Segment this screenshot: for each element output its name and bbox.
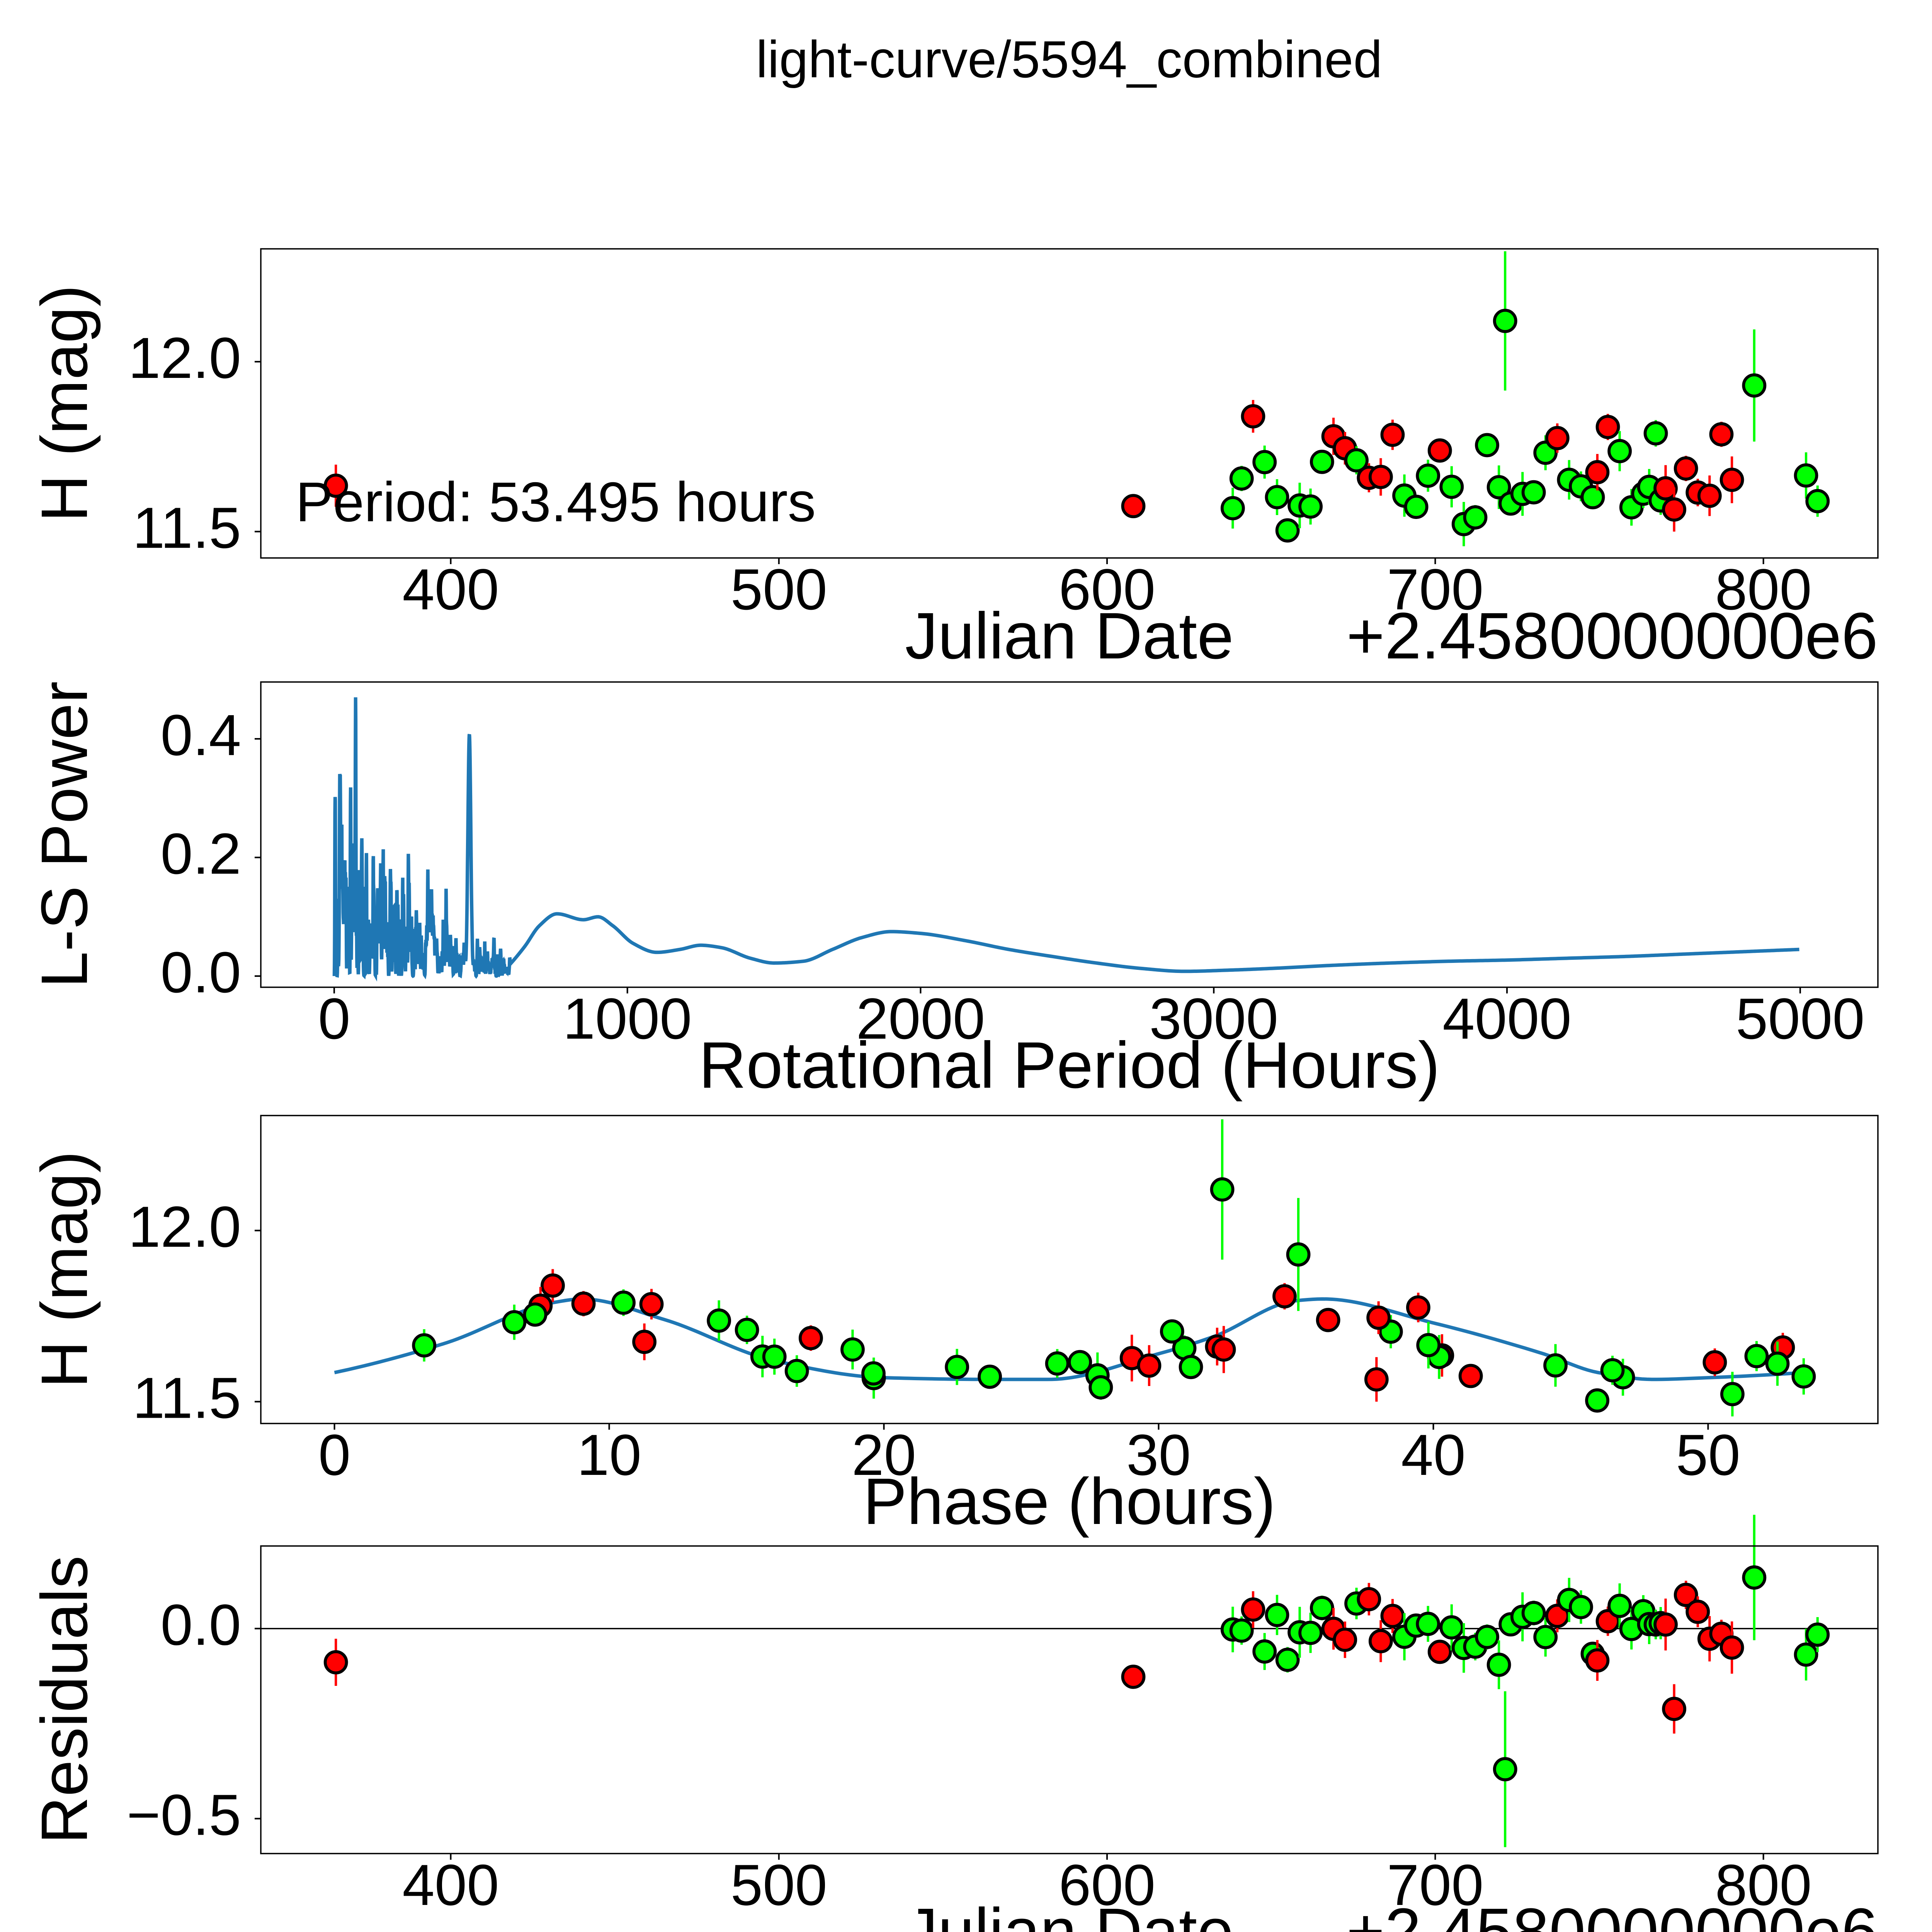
svg-text:10: 10 bbox=[577, 1422, 641, 1487]
svg-text:12.0: 12.0 bbox=[128, 325, 241, 390]
svg-text:0: 0 bbox=[318, 1422, 350, 1487]
svg-text:Julian Date: Julian Date bbox=[905, 1895, 1234, 1932]
svg-text:+2.4580000000e6: +2.4580000000e6 bbox=[1346, 599, 1878, 673]
svg-text:Phase (hours): Phase (hours) bbox=[863, 1465, 1276, 1538]
svg-text:12.0: 12.0 bbox=[128, 1194, 241, 1259]
svg-text:0.0: 0.0 bbox=[160, 1592, 241, 1657]
svg-text:400: 400 bbox=[402, 557, 499, 622]
svg-text:0.2: 0.2 bbox=[160, 821, 241, 886]
svg-text:4000: 4000 bbox=[1442, 986, 1571, 1051]
svg-text:H (mag): H (mag) bbox=[28, 1151, 101, 1388]
svg-text:0: 0 bbox=[318, 986, 350, 1051]
svg-text:500: 500 bbox=[731, 557, 827, 622]
svg-text:−0.5: −0.5 bbox=[127, 1782, 241, 1847]
svg-text:L-S Power: L-S Power bbox=[28, 681, 101, 988]
svg-text:Julian Date: Julian Date bbox=[905, 599, 1234, 673]
svg-text:H (mag): H (mag) bbox=[28, 285, 101, 522]
svg-text:40: 40 bbox=[1401, 1422, 1466, 1487]
svg-text:1000: 1000 bbox=[563, 986, 692, 1051]
svg-text:+2.4580000000e6: +2.4580000000e6 bbox=[1346, 1895, 1878, 1932]
svg-text:400: 400 bbox=[402, 1852, 499, 1917]
svg-text:50: 50 bbox=[1676, 1422, 1740, 1487]
svg-text:0.0: 0.0 bbox=[160, 940, 241, 1005]
svg-text:11.5: 11.5 bbox=[133, 495, 241, 560]
svg-text:Period: 53.495 hours: Period: 53.495 hours bbox=[296, 471, 816, 533]
svg-text:Rotational Period (Hours): Rotational Period (Hours) bbox=[699, 1029, 1440, 1102]
svg-text:0.4: 0.4 bbox=[160, 702, 241, 767]
svg-text:light-curve/5594_combined: light-curve/5594_combined bbox=[756, 30, 1383, 88]
svg-text:500: 500 bbox=[731, 1852, 827, 1917]
svg-text:Residuals: Residuals bbox=[28, 1556, 101, 1844]
svg-text:5000: 5000 bbox=[1736, 986, 1865, 1051]
svg-text:11.5: 11.5 bbox=[133, 1365, 241, 1430]
